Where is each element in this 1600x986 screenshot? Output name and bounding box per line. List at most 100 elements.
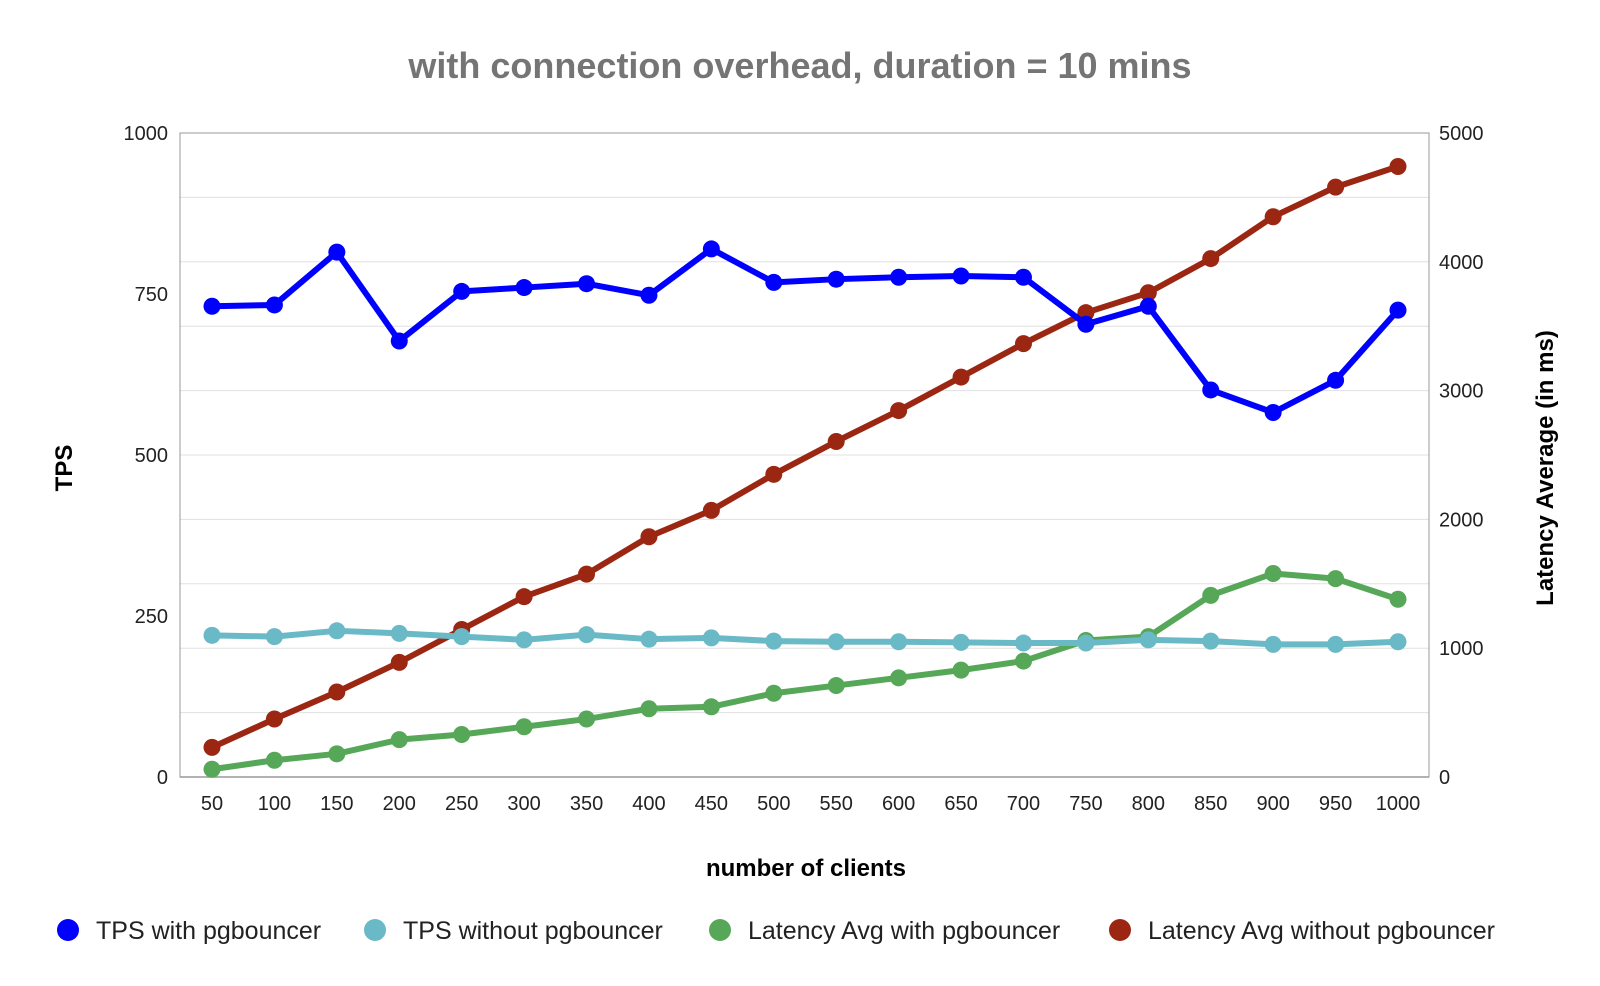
data-point [765,273,783,291]
data-point [952,661,970,679]
data-point [640,700,658,718]
legend-item: Latency Avg with pgbouncer [709,917,1060,945]
data-point [702,501,720,519]
x-axis-title: number of clients [706,855,906,882]
series-line [209,163,1401,751]
data-point [1327,570,1345,588]
x-tick-label: 650 [944,793,977,815]
chart-title: with connection overhead, duration = 10 … [407,45,1191,86]
y2-tick-label: 1000 [1439,638,1484,660]
data-point [702,698,720,716]
data-point [578,275,596,293]
x-tick-label: 800 [1132,793,1165,815]
y-tick-label: 1000 [124,123,169,145]
legend: TPS with pgbouncer TPS without pgbouncer L… [57,917,1495,945]
data-point [1264,564,1282,582]
series-line [209,570,1401,773]
x-tick-label: 350 [570,793,603,815]
x-tick-label: 550 [820,793,853,815]
y-tick-label: 250 [135,606,168,628]
series-latency-avg-with-pgbouncer [203,564,1407,778]
data-point [1202,250,1220,268]
data-point [827,432,845,450]
series-line [209,627,1401,648]
data-point [453,628,471,646]
data-point [1264,403,1282,421]
data-point [390,731,408,749]
x-tick-label: 50 [201,793,223,815]
data-point [328,243,346,261]
y2-tick-label: 3000 [1439,381,1484,403]
legend-swatch [364,919,386,941]
data-point [1264,635,1282,653]
data-point [1327,635,1345,653]
data-point [1327,371,1345,389]
data-point [578,565,596,583]
series-line [209,245,1401,416]
legend-swatch [709,919,731,941]
data-point [1014,335,1032,353]
data-point [640,286,658,304]
data-point [702,240,720,258]
data-point [203,626,221,644]
data-point [453,282,471,300]
y-axis-title: TPS [51,445,78,492]
data-point [390,332,408,350]
data-point [1202,632,1220,650]
legend-item: Latency Avg without pgbouncer [1109,917,1495,945]
series-tps-without-pgbouncer [203,622,1407,653]
data-point [203,760,221,778]
data-point [203,297,221,315]
data-point [890,633,908,651]
legend-label: TPS without pgbouncer [403,917,663,945]
data-point [1139,284,1157,302]
legend-label: Latency Avg without pgbouncer [1148,917,1495,945]
x-tick-label: 250 [445,793,478,815]
series-latency-avg-without-pgbouncer [203,157,1407,756]
x-tick-label: 100 [258,793,291,815]
data-point [265,710,283,728]
data-point [1139,297,1157,315]
data-point [890,402,908,420]
data-point [265,751,283,769]
data-point [1389,301,1407,319]
data-point [952,368,970,386]
legend-label: TPS with pgbouncer [96,917,321,945]
x-tick-label: 950 [1319,793,1352,815]
data-point [1014,268,1032,286]
legend-swatch [1109,919,1131,941]
data-point [952,267,970,285]
data-point [890,669,908,687]
data-point [578,710,596,728]
data-point [1014,634,1032,652]
legend-swatch [57,919,79,941]
data-point [827,677,845,695]
data-point [515,718,533,736]
y-tick-label: 750 [135,284,168,306]
x-tick-label: 900 [1256,793,1289,815]
data-point [1077,634,1095,652]
data-point [827,633,845,651]
series-tps-with-pgbouncer [203,240,1407,421]
data-point [515,631,533,649]
data-point [1014,652,1032,670]
data-point [1202,586,1220,604]
data-point [390,624,408,642]
series-layer [203,157,1407,778]
legend-item: TPS without pgbouncer [364,917,663,945]
data-point [203,738,221,756]
x-axis-ticks: 50 100 150 200 250 300 350 400 450 500 550 600 650 70… [201,793,1420,815]
data-point [640,630,658,648]
data-point [515,279,533,297]
x-tick-label: 700 [1007,793,1040,815]
data-point [702,629,720,647]
x-tick-label: 850 [1194,793,1227,815]
y-tick-label: 500 [135,445,168,467]
y2-tick-label: 2000 [1439,509,1484,531]
data-point [453,725,471,743]
right-axis-ticks: 0 1000 2000 3000 4000 5000 [1439,123,1484,789]
data-point [1389,633,1407,651]
data-point [640,528,658,546]
data-point [1389,590,1407,608]
data-point [1139,631,1157,649]
